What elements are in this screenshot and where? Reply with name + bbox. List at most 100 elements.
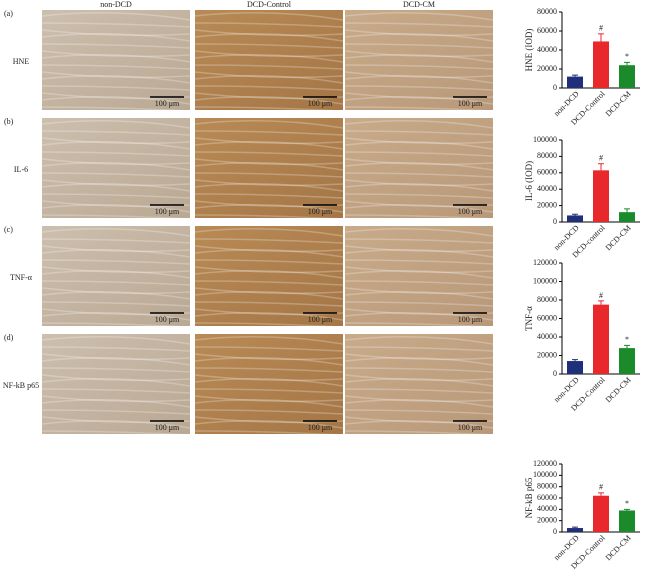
scale-bar-label: 100 μm bbox=[155, 315, 180, 324]
tissue-texture bbox=[41, 130, 191, 136]
tissue-texture bbox=[194, 179, 344, 187]
tissue-texture bbox=[344, 312, 494, 321]
micrograph bbox=[42, 118, 190, 218]
y-tick-label: 0 bbox=[553, 83, 557, 92]
tissue-texture bbox=[41, 96, 191, 105]
bar bbox=[593, 170, 609, 222]
y-tick-label: 120000 bbox=[533, 258, 557, 267]
tissue-texture bbox=[194, 395, 344, 403]
tissue-texture bbox=[344, 357, 494, 366]
tissue-texture bbox=[41, 245, 191, 253]
tissue-texture bbox=[41, 183, 191, 192]
scale-bar-label: 100 μm bbox=[458, 99, 483, 108]
panel-tag: (d) bbox=[4, 333, 14, 342]
bar bbox=[619, 212, 635, 222]
tissue-texture bbox=[41, 312, 191, 321]
bar bbox=[567, 361, 583, 374]
tissue-texture bbox=[344, 172, 494, 178]
tissue-texture bbox=[344, 141, 494, 150]
y-tick-label: 0 bbox=[553, 527, 557, 536]
micrograph bbox=[345, 226, 493, 326]
tissue-texture bbox=[41, 409, 191, 415]
scale-bar-label: 100 μm bbox=[458, 207, 483, 216]
micrograph bbox=[42, 226, 190, 326]
tissue-texture bbox=[41, 54, 191, 63]
scale-bar-label: 100 μm bbox=[308, 207, 333, 216]
error-bar bbox=[624, 61, 630, 66]
tissue-texture bbox=[41, 353, 191, 361]
y-tick-label: 20000 bbox=[537, 64, 557, 73]
y-tick-label: 20000 bbox=[537, 350, 557, 359]
tissue-texture bbox=[194, 409, 344, 415]
tissue-texture bbox=[194, 151, 344, 157]
micrograph bbox=[42, 10, 190, 110]
tissue-texture bbox=[41, 287, 191, 295]
significance-mark: * bbox=[625, 499, 629, 508]
tissue-texture bbox=[194, 238, 344, 244]
y-tick-label: 80000 bbox=[537, 7, 557, 16]
tissue-texture bbox=[41, 266, 191, 274]
error-bar bbox=[572, 526, 578, 529]
y-tick-label: 80000 bbox=[537, 481, 557, 490]
tissue-texture bbox=[41, 228, 191, 237]
y-tick-label: 40000 bbox=[537, 504, 557, 513]
bar bbox=[593, 495, 609, 532]
x-tick-label: DCD-CM bbox=[604, 89, 633, 118]
tissue-texture bbox=[344, 71, 494, 79]
y-tick-label: 60000 bbox=[537, 493, 557, 502]
y-tick-label: 80000 bbox=[537, 151, 557, 160]
tissue-texture bbox=[344, 204, 494, 213]
micrograph bbox=[195, 226, 343, 326]
tissue-texture bbox=[194, 388, 344, 394]
tissue-texture bbox=[344, 137, 494, 145]
error-bar bbox=[572, 213, 578, 216]
tissue-texture bbox=[344, 322, 494, 328]
tissue-texture bbox=[41, 29, 191, 37]
y-tick-label: 40000 bbox=[537, 184, 557, 193]
tissue-texture bbox=[194, 162, 344, 171]
tissue-texture bbox=[194, 85, 344, 91]
tissue-texture bbox=[344, 270, 494, 279]
tissue-texture bbox=[194, 430, 344, 436]
tissue-texture bbox=[41, 12, 191, 21]
tissue-texture bbox=[344, 33, 494, 42]
tissue-texture bbox=[194, 64, 344, 70]
tissue-texture bbox=[344, 183, 494, 192]
error-bar bbox=[598, 33, 604, 42]
tissue-texture bbox=[41, 179, 191, 187]
tissue-texture bbox=[194, 245, 344, 253]
micrograph bbox=[345, 118, 493, 218]
x-tick-label: DCD-CM bbox=[604, 223, 633, 252]
tissue-texture bbox=[194, 346, 344, 352]
micrograph bbox=[42, 334, 190, 434]
tissue-texture bbox=[344, 301, 494, 307]
tissue-texture bbox=[41, 280, 191, 286]
tissue-texture bbox=[194, 336, 344, 345]
error-bar bbox=[572, 359, 578, 362]
bar bbox=[567, 215, 583, 222]
significance-mark: # bbox=[599, 291, 603, 300]
bar bbox=[593, 41, 609, 88]
bar bbox=[619, 65, 635, 88]
tissue-texture bbox=[344, 162, 494, 171]
y-axis-title: TNF-α bbox=[524, 306, 534, 331]
scale-bar-label: 100 μm bbox=[155, 99, 180, 108]
tissue-texture bbox=[194, 193, 344, 199]
tissue-texture bbox=[344, 395, 494, 403]
tissue-texture bbox=[41, 357, 191, 366]
tissue-texture bbox=[194, 183, 344, 192]
tissue-texture bbox=[344, 158, 494, 166]
tissue-texture bbox=[41, 322, 191, 328]
y-tick-label: 60000 bbox=[537, 313, 557, 322]
tissue-texture bbox=[41, 204, 191, 213]
tissue-texture bbox=[344, 120, 494, 129]
tissue-texture bbox=[41, 374, 191, 382]
error-bar bbox=[598, 492, 604, 496]
tissue-texture bbox=[194, 71, 344, 79]
tissue-texture bbox=[194, 22, 344, 28]
tissue-texture bbox=[344, 409, 494, 415]
bar bbox=[593, 304, 609, 374]
tissue-texture bbox=[344, 266, 494, 274]
tissue-texture bbox=[194, 172, 344, 178]
tissue-texture bbox=[41, 71, 191, 79]
